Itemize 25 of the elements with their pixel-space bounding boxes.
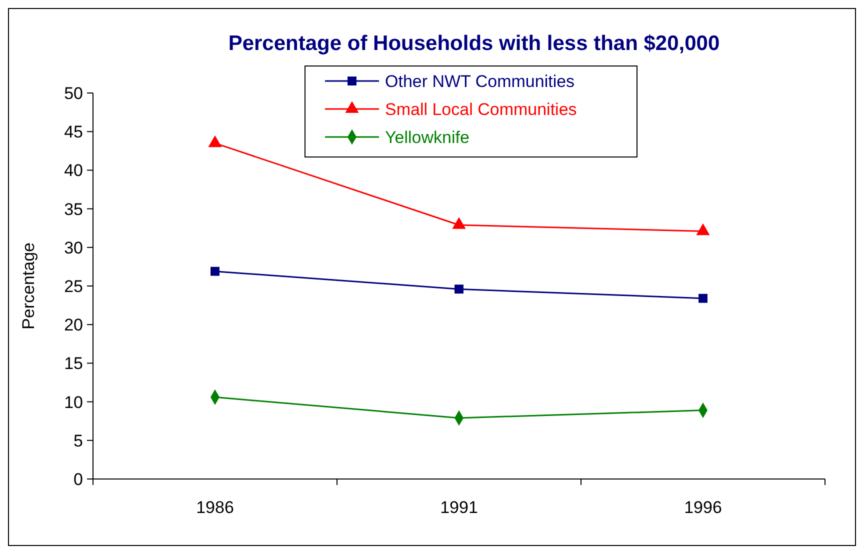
y-tick-label: 30: [64, 238, 83, 258]
y-axis-title: Percentage: [19, 242, 38, 330]
point: [452, 217, 466, 229]
y-tick-label: 20: [64, 316, 83, 335]
point: [210, 266, 220, 276]
legend-label: Small Local Communities: [385, 100, 577, 119]
y-tick-label: 25: [64, 276, 83, 296]
y-tick-label: 50: [64, 84, 83, 103]
legend-label: Yellowknife: [385, 128, 470, 147]
y-tick-label: 45: [64, 122, 83, 142]
x-tick-label: 1986: [196, 498, 234, 517]
x-tick-label: 1996: [684, 498, 722, 517]
chart-title: Percentage of Households with less than $20,000: [228, 32, 720, 55]
point: [208, 135, 222, 148]
point: [698, 294, 708, 303]
point: [454, 284, 464, 294]
legend-label: Other NWT Communities: [385, 72, 575, 91]
y-tick-label: 10: [64, 392, 83, 412]
y-tick-label: 5: [74, 431, 83, 450]
point: [696, 223, 710, 236]
y-tick-label: 40: [64, 161, 83, 180]
y-tick-label: 0: [74, 470, 83, 489]
y-tick-label: 35: [64, 200, 83, 219]
x-tick-label: 1991: [440, 498, 478, 517]
y-tick-label: 15: [64, 354, 83, 374]
